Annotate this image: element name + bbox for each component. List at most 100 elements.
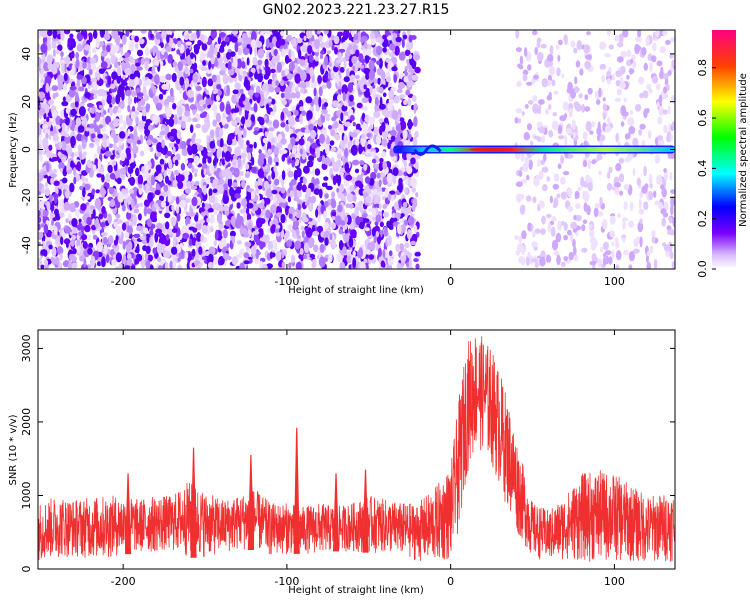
spectrogram-noise-mark xyxy=(40,43,48,54)
spectrogram-noise-mark xyxy=(609,215,616,225)
spectrogram-noise-mark xyxy=(47,36,51,46)
spectrogram-noise-mark xyxy=(267,240,274,250)
spectrogram-y-label: Frequency (Hz) xyxy=(8,112,19,188)
spectrogram-noise-mark xyxy=(214,44,221,49)
spectrogram-noise-mark xyxy=(78,106,86,117)
spectrogram-noise-mark xyxy=(270,111,275,116)
spectrogram-noise-mark xyxy=(159,130,167,136)
spectrogram-noise-mark xyxy=(365,115,369,123)
spectrogram-noise-mark xyxy=(281,170,286,181)
spectrogram-noise-mark xyxy=(211,74,217,83)
spectrogram-noise-mark xyxy=(352,257,357,269)
spectrogram-noise-mark xyxy=(51,257,57,266)
spectrogram-noise-mark xyxy=(256,40,263,48)
spectrogram-noise-mark xyxy=(64,133,70,138)
spectrogram-noise-mark xyxy=(273,156,280,164)
spectrogram-noise-mark xyxy=(105,30,109,36)
spectrogram-noise-mark xyxy=(607,30,611,36)
spectrogram-noise-mark xyxy=(646,83,652,90)
spectrogram-noise-mark xyxy=(42,123,49,129)
spectrogram-noise-mark xyxy=(40,264,45,269)
spectrogram-noise-mark xyxy=(373,78,378,84)
spectrogram-noise-mark xyxy=(167,180,172,186)
spectrogram-noise-mark xyxy=(54,92,59,98)
spectrogram-noise-mark xyxy=(201,76,207,88)
spectrogram-noise-mark xyxy=(311,259,317,264)
spectrogram-noise-mark xyxy=(168,117,175,127)
spectrogram-noise-mark xyxy=(243,252,249,259)
spectrogram-noise-mark xyxy=(382,211,389,218)
spectrogram-noise-mark xyxy=(283,232,288,243)
spectrogram-noise-mark xyxy=(167,54,173,64)
spectrogram-noise-mark xyxy=(290,136,296,147)
spectrogram-noise-mark xyxy=(156,142,163,153)
spectrogram-noise-mark xyxy=(237,253,243,259)
spectrogram-noise-mark xyxy=(206,217,210,223)
spectrogram-noise-mark xyxy=(370,38,376,46)
spectrogram-noise-mark xyxy=(155,102,163,111)
spectrogram-noise-mark xyxy=(81,139,87,150)
spectrogram-noise-mark xyxy=(108,186,115,195)
spectrogram-noise-mark xyxy=(51,156,59,162)
spectrogram-noise-mark xyxy=(350,132,358,138)
spectrogram-noise-mark xyxy=(656,101,660,108)
spectrogram-noise-mark xyxy=(207,253,214,264)
spectrogram-noise-mark xyxy=(87,264,92,269)
spectrogram-noise-mark xyxy=(60,30,65,42)
spectrogram-noise-mark xyxy=(153,60,160,66)
spectrogram-noise-mark xyxy=(412,136,418,147)
spectrogram-noise-mark xyxy=(336,253,343,263)
spectrogram-noise-mark xyxy=(215,112,221,123)
spectrogram-noise-mark xyxy=(527,64,532,71)
spectrogram-noise-mark xyxy=(337,204,343,213)
spectrogram-noise-mark xyxy=(572,238,576,248)
spectrogram-noise-mark xyxy=(629,110,634,115)
spectrogram-noise-mark xyxy=(371,207,376,218)
spectrogram-noise-mark xyxy=(112,143,117,150)
spectrogram-noise-mark xyxy=(563,256,568,262)
spectrogram-noise-mark xyxy=(527,100,534,105)
spectrogram-noise-mark xyxy=(310,195,317,204)
spectrogram-noise-mark xyxy=(280,213,286,224)
spectrogram-noise-mark xyxy=(531,241,538,248)
spectrogram-noise-mark xyxy=(247,89,254,97)
spectrogram-noise-mark xyxy=(620,121,625,127)
spectrogram-noise-mark xyxy=(140,30,147,34)
spectrogram-noise-mark xyxy=(117,192,125,203)
spectrogram-noise-mark xyxy=(94,217,100,229)
spectrogram-noise-mark xyxy=(341,41,349,50)
spectrogram-noise-mark xyxy=(179,140,187,150)
spectrogram-noise-mark xyxy=(136,66,143,71)
spectrogram-noise-mark xyxy=(326,50,331,55)
spectrogram-noise-mark xyxy=(82,187,86,198)
spectrogram-noise-mark xyxy=(604,125,612,133)
spectrogram-noise-mark xyxy=(139,235,146,241)
spectrogram-noise-mark xyxy=(309,66,315,77)
spectrogram-noise-mark xyxy=(82,241,88,249)
spectrogram-noise-mark xyxy=(192,72,198,84)
spectrogram-noise-mark xyxy=(63,30,71,35)
spectrogram-noise-mark xyxy=(406,58,411,65)
spectrogram-noise-mark xyxy=(234,58,238,69)
spectrogram-noise-mark xyxy=(230,36,238,43)
spectrogram-noise-mark xyxy=(337,31,344,37)
spectrogram-noise-mark xyxy=(327,125,333,130)
spectrogram-noise-mark xyxy=(538,104,542,114)
spectrogram-noise-mark xyxy=(620,65,626,75)
spectrogram-noise-mark xyxy=(288,181,294,188)
spectrogram-noise-mark xyxy=(174,66,179,73)
spectrogram-noise-mark xyxy=(54,208,59,216)
spectrogram-noise-mark xyxy=(523,47,528,57)
spectrogram-noise-mark xyxy=(150,33,154,39)
spectrogram-noise-mark xyxy=(225,103,232,115)
spectrogram-noise-mark xyxy=(354,62,358,73)
spectrogram-noise-mark xyxy=(127,104,131,113)
spectrogram-noise-mark xyxy=(370,240,376,252)
spectrogram-noise-mark xyxy=(147,218,152,228)
spectrogram-noise-mark xyxy=(398,198,402,209)
spectrogram-noise-mark xyxy=(228,68,235,76)
spectrogram-noise-mark xyxy=(414,131,419,138)
spectrogram-noise-mark xyxy=(587,87,593,95)
spectrogram-noise-mark xyxy=(268,42,274,49)
spectrogram-noise-mark xyxy=(145,119,153,124)
